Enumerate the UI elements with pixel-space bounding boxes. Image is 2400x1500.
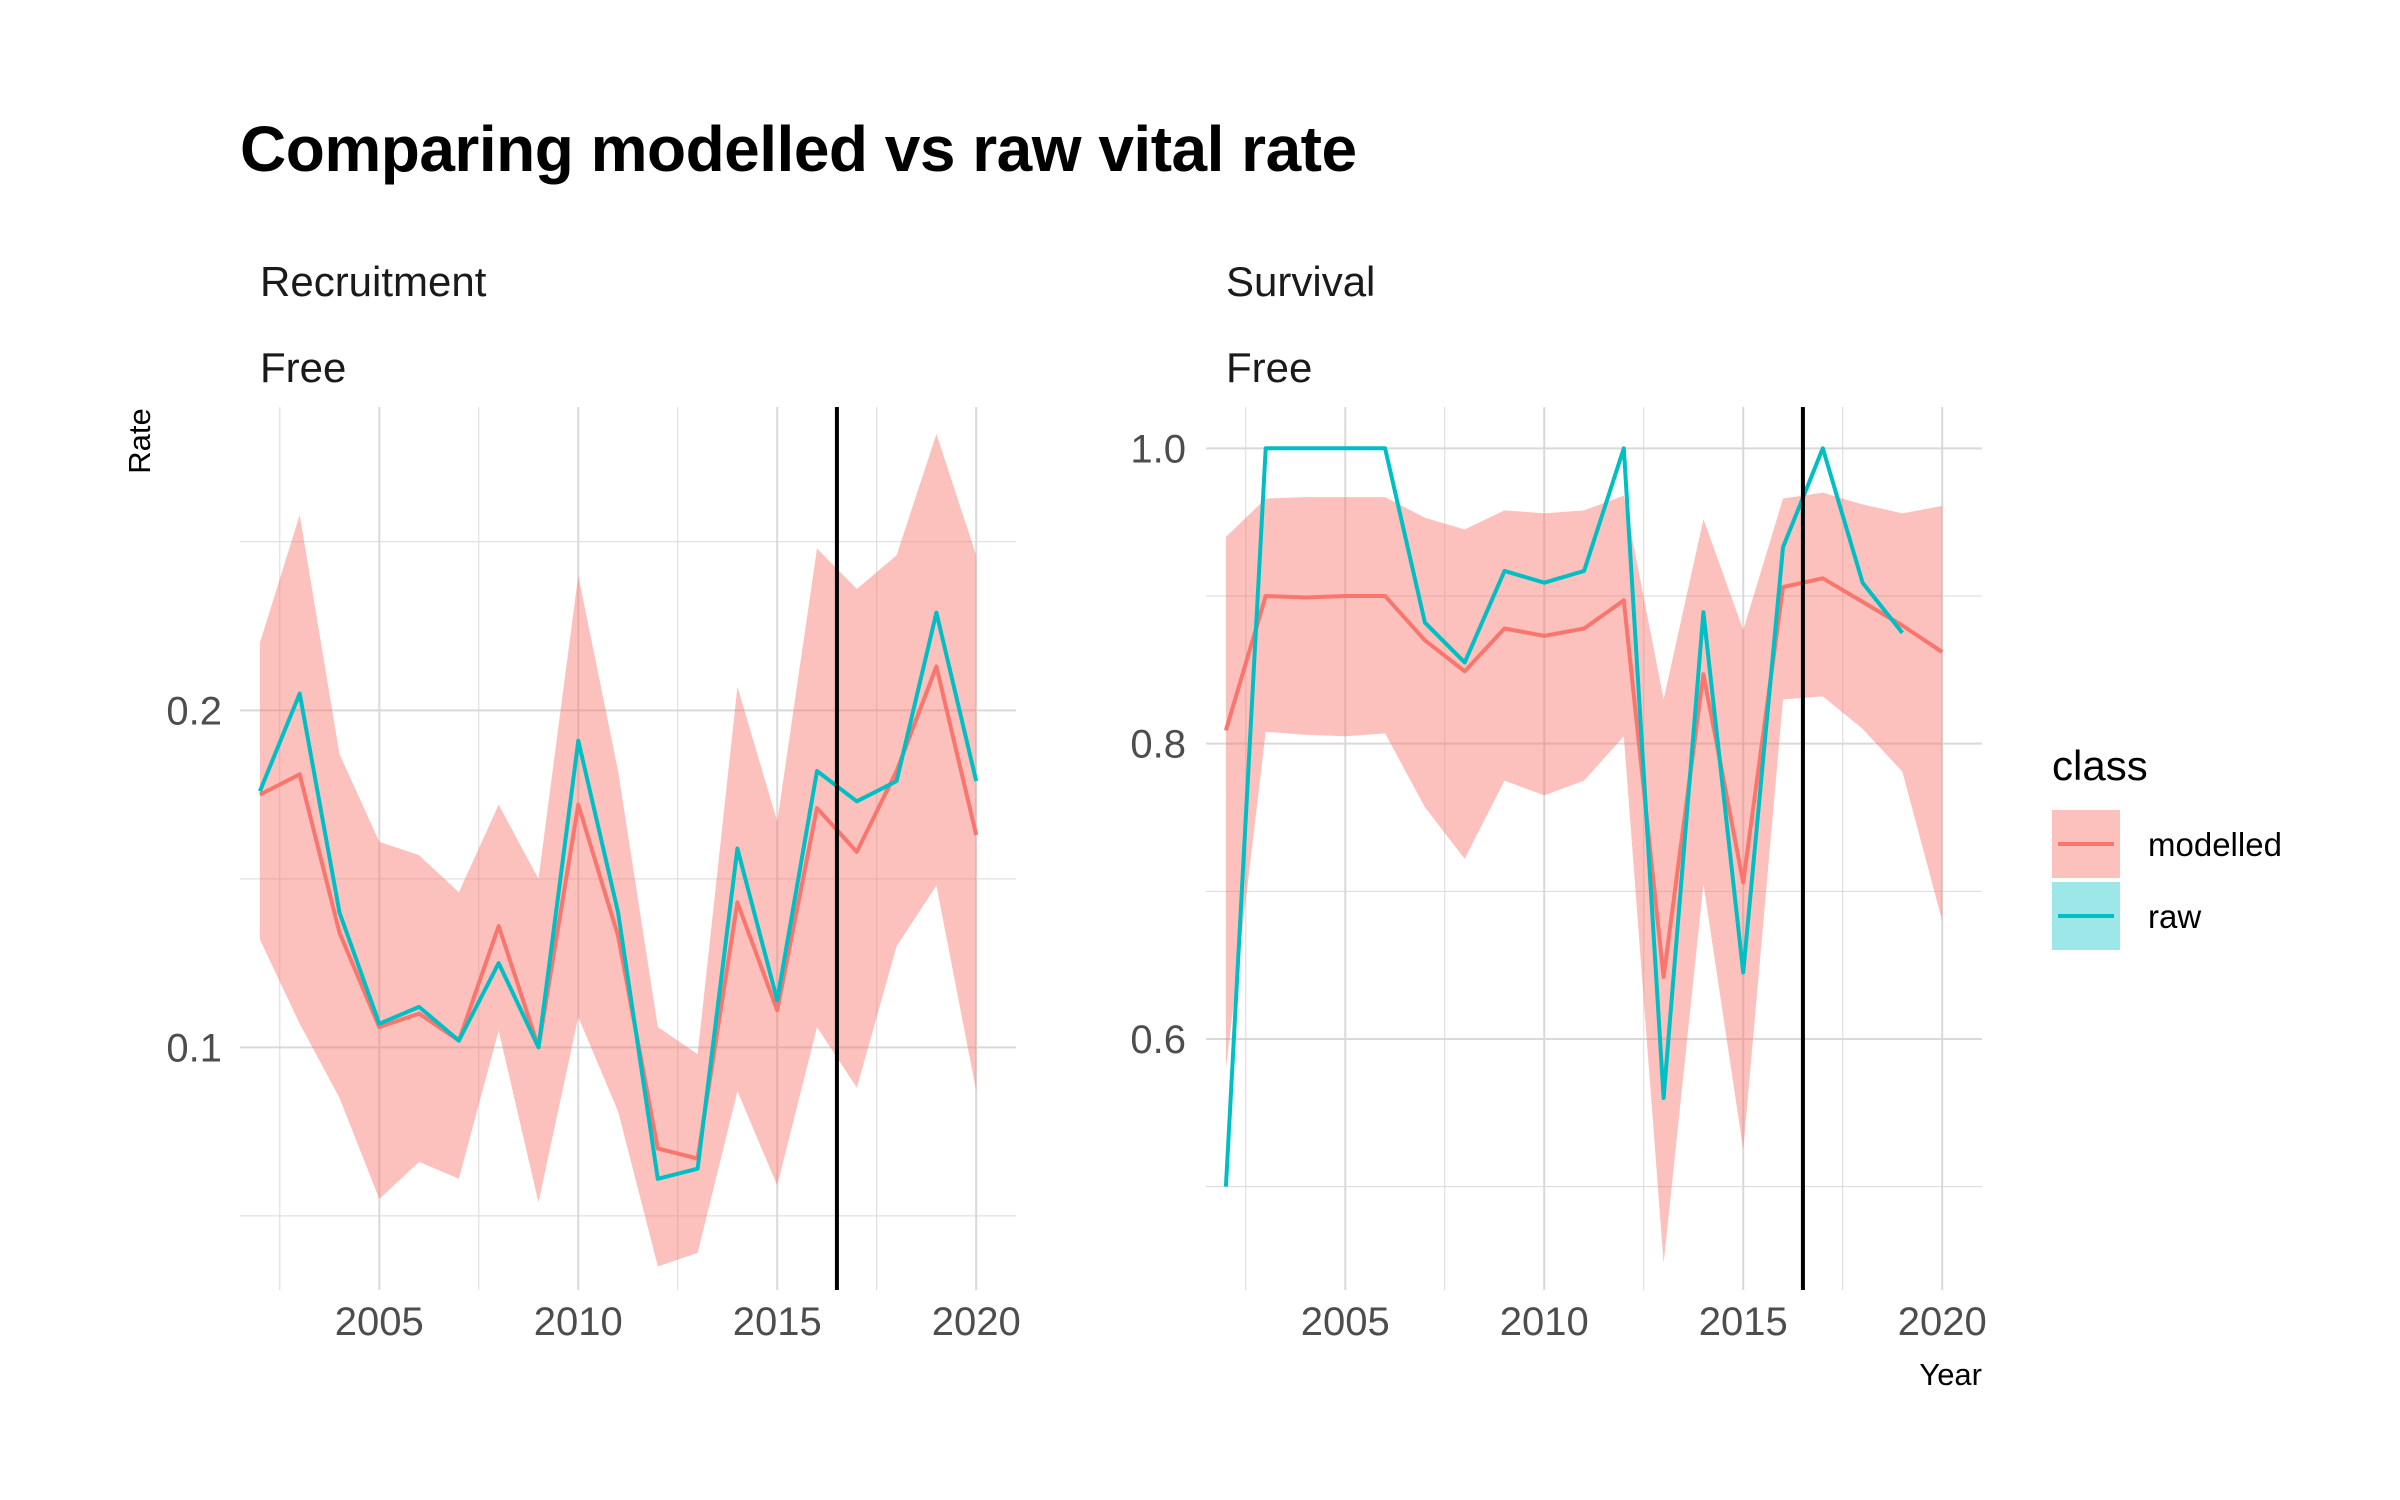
left-strip-top: Recruitment [260, 258, 487, 305]
right-strip-top: Survival [1226, 258, 1376, 305]
legend-label-raw: raw [2148, 898, 2201, 935]
x-tick-label: 2015 [1699, 1300, 1788, 1344]
raw-series-line [258, 610, 979, 1181]
x-tick-label: 2010 [534, 1300, 623, 1344]
y-tick-label: 0.2 [166, 689, 222, 733]
raw-series-line [1223, 446, 1904, 1187]
left-panel: 0.1 0.2 2005 2010 2015 2020 Rate [122, 407, 1021, 1344]
legend-key-raw [2052, 882, 2120, 950]
grid [240, 407, 1016, 1290]
x-tick-label: 2020 [1898, 1300, 1987, 1344]
y-axis-title: Rate [122, 408, 157, 473]
confidence-ribbon [259, 433, 977, 1267]
legend-title: class [2052, 742, 2148, 789]
left-strip-bottom: Free [260, 344, 347, 391]
legend-key-modelled [2052, 810, 2120, 878]
right-strip-bottom: Free [1226, 344, 1313, 391]
x-tick-label: 2020 [932, 1300, 1021, 1344]
confidence-ribbon [1225, 492, 1943, 1264]
y-tick-label: 0.8 [1130, 723, 1186, 767]
y-tick-label: 0.1 [166, 1026, 222, 1070]
legend-label-modelled: modelled [2148, 826, 2282, 863]
chart-title: Comparing modelled vs raw vital rate [240, 113, 1357, 185]
right-panel: 0.6 0.8 1.0 2005 2010 2015 2020 Year [1130, 407, 1987, 1392]
y-tick-label: 1.0 [1130, 427, 1186, 471]
modelled-series-line [258, 664, 979, 1161]
grid [1206, 407, 1982, 1290]
y-tick-label: 0.6 [1130, 1018, 1186, 1062]
x-tick-label: 2010 [1500, 1300, 1589, 1344]
x-tick-label: 2005 [1301, 1300, 1390, 1344]
x-tick-label: 2005 [335, 1300, 424, 1344]
x-axis-title: Year [1919, 1357, 1982, 1392]
x-tick-label: 2015 [733, 1300, 822, 1344]
modelled-series-line [1223, 576, 1944, 979]
